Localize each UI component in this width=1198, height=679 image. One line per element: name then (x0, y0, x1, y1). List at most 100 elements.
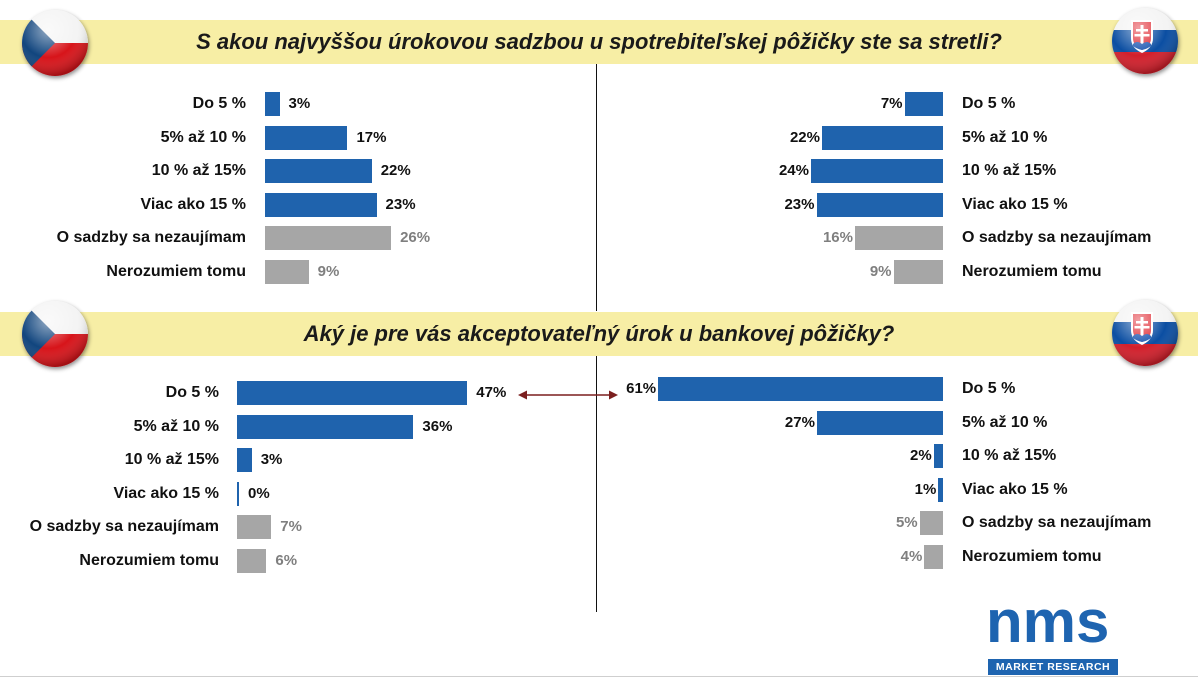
chart-row: Viac ako 15 % 1% (0, 478, 1198, 502)
category-label: 10 % až 15% (962, 447, 1057, 464)
value-label: 3% (288, 95, 311, 112)
bar (237, 448, 252, 472)
bar (855, 226, 943, 250)
chart-row: O sadzby sa nezaujímam 16% (0, 226, 1198, 250)
category-label: Nerozumiem tomu (79, 552, 219, 569)
bar (816, 193, 943, 217)
value-label: 3% (260, 451, 283, 468)
comparison-arrow (518, 390, 618, 400)
category-label: 5% až 10 % (962, 129, 1048, 146)
question-banner-1 (0, 20, 1198, 64)
value-label: 36% (422, 418, 453, 435)
nms-logo: nms MARKET RESEARCH (986, 588, 1120, 677)
chart-row: Nerozumiem tomu 6% (0, 549, 1198, 573)
value-label: 27% (784, 414, 815, 431)
bar (933, 444, 943, 468)
category-label: O sadzby sa nezaujímam (962, 229, 1152, 246)
chart-row: Do 5 % 61% (0, 377, 1198, 401)
category-label: Do 5 % (165, 384, 219, 401)
bar (919, 511, 943, 535)
category-label: Viac ako 15 % (962, 196, 1068, 213)
category-label: Do 5 % (962, 380, 1016, 397)
value-label: 61% (626, 380, 657, 397)
category-label: Viac ako 15 % (140, 196, 246, 213)
value-label: 5% (895, 514, 918, 531)
bar (237, 549, 267, 573)
czech-flag-icon (22, 10, 88, 76)
value-label: 22% (789, 129, 820, 146)
chart-row: 5% až 10 % 22% (0, 126, 1198, 150)
value-label: 2% (909, 447, 932, 464)
question-title-2: Aký je pre vás akceptovateľný úrok u ban… (303, 321, 895, 346)
panel-divider (596, 356, 597, 612)
chart-row: 5% až 10 % 17% (0, 126, 1198, 150)
bar (822, 126, 943, 150)
bar (265, 193, 377, 217)
category-label: Do 5 % (962, 95, 1016, 112)
bar (658, 377, 943, 401)
chart-row: O sadzby sa nezaujímam 26% (0, 226, 1198, 250)
value-label: 7% (280, 518, 302, 535)
bar (237, 482, 239, 506)
value-label: 17% (356, 129, 387, 146)
slovak-flag-icon (1112, 8, 1178, 74)
category-label: O sadzby sa nezaujímam (29, 518, 219, 535)
category-label: 10 % až 15% (962, 162, 1057, 179)
chart-row: 10 % až 15% 22% (0, 159, 1198, 183)
chart-row: Do 5 % 47% (0, 381, 1198, 405)
category-label: Viac ako 15 % (113, 485, 219, 502)
chart-row: 5% až 10 % 36% (0, 415, 1198, 439)
category-label: 10 % až 15% (124, 451, 219, 468)
bar (265, 92, 280, 116)
panel-divider (596, 64, 597, 311)
chart-row: 5% až 10 % 27% (0, 411, 1198, 435)
category-label: 5% až 10 % (160, 129, 246, 146)
chart-row: Do 5 % 3% (0, 92, 1198, 116)
bar (904, 92, 943, 116)
category-label: 5% až 10 % (962, 414, 1048, 431)
bar (811, 159, 943, 183)
category-label: O sadzby sa nezaujímam (56, 229, 246, 246)
value-label: 26% (400, 229, 431, 246)
value-label: 4% (900, 548, 923, 565)
chart-row: 10 % až 15% 24% (0, 159, 1198, 183)
question-banner-2 (0, 312, 1198, 356)
bar (237, 415, 414, 439)
value-label: 1% (914, 481, 937, 498)
category-label: 5% až 10 % (133, 418, 219, 435)
czech-flag-icon (22, 301, 88, 367)
bar (265, 126, 348, 150)
value-label: 22% (380, 162, 411, 179)
chart-row: Do 5 % 7% (0, 92, 1198, 116)
chart-row: Viac ako 15 % 23% (0, 193, 1198, 217)
slovak-flag-icon (1112, 300, 1178, 366)
value-label: 6% (275, 552, 298, 569)
value-label: 47% (476, 384, 507, 401)
category-label: Do 5 % (192, 95, 246, 112)
question-title-1: S akou najvyššou úrokovou sadzbou u spot… (196, 29, 1002, 54)
value-label: 7% (880, 95, 903, 112)
bar (816, 411, 943, 435)
logo-sub-text: MARKET RESEARCH (988, 659, 1118, 675)
logo-main-text: nms (986, 588, 1110, 655)
category-label: Nerozumiem tomu (106, 263, 246, 280)
bar (265, 159, 372, 183)
chart-row: 10 % až 15% 2% (0, 444, 1198, 468)
bar (237, 515, 272, 539)
bar (237, 381, 468, 405)
chart-row: Nerozumiem tomu 4% (0, 545, 1198, 569)
chart-row: O sadzby sa nezaujímam 5% (0, 511, 1198, 535)
value-label: 9% (869, 263, 892, 280)
bar (924, 545, 943, 569)
chart-row: Nerozumiem tomu 9% (0, 260, 1198, 284)
bar (893, 260, 943, 284)
bottom-border (0, 676, 1198, 677)
value-label: 23% (784, 196, 815, 213)
chart-row: O sadzby sa nezaujímam 7% (0, 515, 1198, 539)
value-label: 23% (385, 196, 416, 213)
bar (265, 226, 392, 250)
category-label: Nerozumiem tomu (962, 548, 1102, 565)
bar (265, 260, 309, 284)
category-label: O sadzby sa nezaujímam (962, 514, 1152, 531)
value-label: 9% (317, 263, 340, 280)
